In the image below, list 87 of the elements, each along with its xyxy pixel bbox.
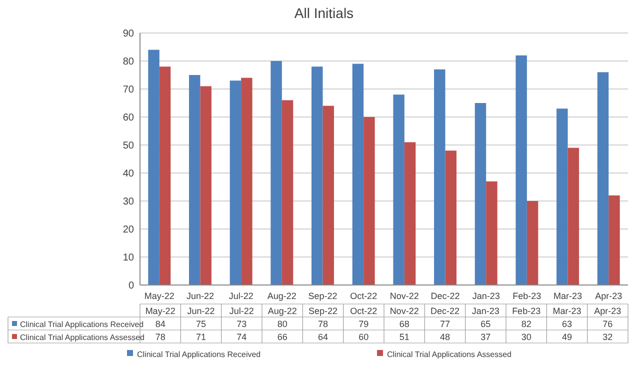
y-tick-label: 40 — [122, 168, 134, 180]
data-label: 60 — [358, 332, 369, 342]
bar — [516, 55, 527, 285]
category-label: Sep-22 — [308, 306, 338, 316]
bar — [364, 117, 375, 285]
y-tick-label: 90 — [122, 28, 134, 40]
y-tick-label: 50 — [122, 140, 134, 152]
bar — [352, 64, 364, 285]
x-tick-label: Apr-23 — [595, 291, 622, 301]
bar — [404, 142, 416, 285]
category-label: Mar-23 — [552, 306, 582, 316]
x-tick-label: Jul-22 — [228, 291, 254, 301]
category-label: Jun-22 — [187, 306, 215, 316]
category-label: Feb-23 — [512, 306, 541, 316]
bar — [189, 75, 200, 285]
y-tick-label: 60 — [122, 112, 134, 124]
bar — [159, 66, 171, 285]
bar — [148, 50, 160, 285]
x-tick-label: Mar-23 — [554, 291, 582, 301]
y-tick-label: 0 — [128, 280, 134, 292]
data-label: 73 — [236, 319, 247, 329]
x-tick-label: Nov-22 — [390, 291, 419, 301]
data-label: 74 — [236, 332, 247, 342]
category-label: May-22 — [145, 306, 176, 316]
data-label: 84 — [155, 319, 166, 329]
category-label: Aug-22 — [268, 306, 297, 316]
legend-label: Clinical Trial Applications Assessed — [20, 333, 145, 342]
category-label: Apr-23 — [594, 306, 622, 316]
data-label: 78 — [155, 332, 166, 342]
x-tick-label: Jun-22 — [186, 291, 214, 301]
category-label: Dec-22 — [430, 306, 460, 316]
data-label: 30 — [521, 332, 532, 342]
data-label: 75 — [196, 319, 206, 329]
bar — [526, 201, 538, 285]
bar — [486, 181, 498, 285]
x-tick-label: May-22 — [144, 291, 174, 301]
bar — [474, 103, 486, 285]
bar — [230, 80, 242, 285]
bar — [434, 69, 446, 285]
data-label: 68 — [399, 319, 410, 329]
x-tick-label: Feb-23 — [512, 291, 542, 301]
data-label: 49 — [562, 332, 572, 342]
data-label: 48 — [440, 332, 450, 342]
x-tick-label: Sep-22 — [308, 291, 338, 301]
data-label: 82 — [521, 319, 532, 329]
data-label: 79 — [358, 319, 369, 329]
category-label: Jul-22 — [229, 306, 254, 316]
data-label: 71 — [196, 332, 206, 342]
y-tick-label: 80 — [122, 56, 134, 68]
bar — [270, 61, 282, 285]
legend-label: Clinical Trial Applications Received — [20, 320, 144, 329]
bar — [393, 94, 404, 285]
x-tick-label: Dec-22 — [430, 291, 460, 301]
x-tick-label: Oct-22 — [350, 291, 378, 301]
y-tick-label: 10 — [122, 252, 134, 264]
category-label: Oct-22 — [350, 306, 378, 316]
chart-title: All Initials — [294, 5, 354, 21]
text: Clinical Trial Applications Assessed — [387, 350, 512, 359]
x-tick-label: Jan-23 — [472, 291, 500, 301]
bar — [608, 195, 620, 285]
category-label: Nov-22 — [390, 306, 419, 316]
category-label: Jan-23 — [472, 306, 500, 316]
bar — [445, 150, 456, 285]
bar — [568, 148, 579, 285]
bar — [556, 108, 568, 285]
bar — [597, 72, 609, 285]
data-label: 66 — [277, 332, 288, 342]
bar — [241, 78, 252, 285]
data-label: 63 — [562, 319, 572, 329]
data-label: 65 — [480, 319, 491, 329]
bar — [312, 66, 323, 285]
y-tick-label: 20 — [122, 224, 134, 236]
bar — [322, 106, 334, 285]
y-tick-label: 30 — [122, 196, 134, 208]
text: Clinical Trial Applications Received — [137, 350, 261, 359]
x-tick-label: Aug-22 — [267, 291, 296, 301]
y-tick-label: 70 — [122, 84, 134, 96]
bar — [200, 86, 212, 285]
data-label: 76 — [602, 319, 613, 329]
data-label: 51 — [399, 332, 410, 342]
data-label: 37 — [480, 332, 491, 342]
data-label: 32 — [602, 332, 613, 342]
data-label: 64 — [318, 332, 328, 342]
data-label: 78 — [318, 319, 328, 329]
data-label: 80 — [277, 319, 288, 329]
bar — [282, 100, 294, 285]
data-label: 77 — [440, 319, 450, 329]
